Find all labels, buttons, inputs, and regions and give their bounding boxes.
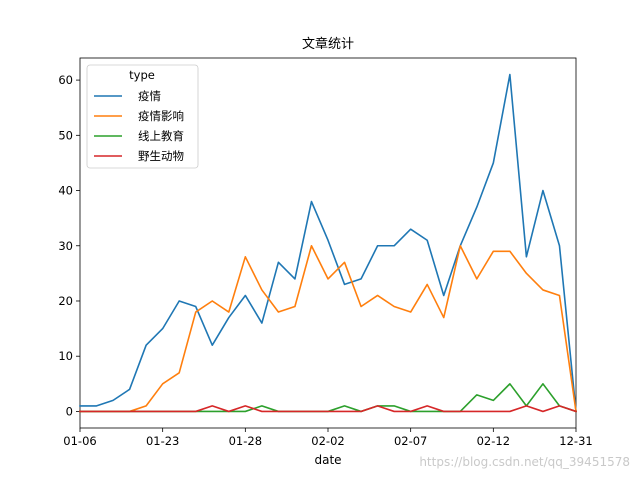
y-tick-label: 30 <box>58 239 73 253</box>
x-tick-label: 01-28 <box>229 434 262 448</box>
x-axis-label: date <box>314 453 341 467</box>
series-line <box>79 73 577 413</box>
watermark-text: https://blog.csdn.net/qq_39451578 <box>419 455 630 469</box>
y-axis: 0 10 20 30 40 50 60 <box>58 73 80 418</box>
series-line <box>79 405 578 413</box>
legend-label: 线上教育 <box>138 129 184 143</box>
legend-label: 疫情影响 <box>138 109 184 123</box>
chart-title: 文章统计 <box>302 36 354 52</box>
series-lines <box>79 73 578 413</box>
legend-label: 疫情 <box>138 89 161 103</box>
x-tick-label: 02-07 <box>394 434 427 448</box>
x-tick-label: 01-23 <box>146 434 179 448</box>
y-tick-label: 0 <box>66 404 73 418</box>
y-tick-label: 50 <box>58 128 73 142</box>
legend-label: 野生动物 <box>138 149 184 163</box>
x-tick-label: 12-31 <box>559 434 592 448</box>
legend-box <box>86 64 199 169</box>
x-tick-label: 01-06 <box>63 434 96 448</box>
y-tick-label: 10 <box>58 349 73 363</box>
x-tick-label: 02-02 <box>311 434 344 448</box>
legend-title: type <box>129 68 155 82</box>
y-tick-label: 40 <box>58 184 73 198</box>
y-tick-label: 20 <box>58 294 73 308</box>
series-line <box>79 244 577 413</box>
y-tick-label: 60 <box>58 73 73 87</box>
x-tick-label: 02-12 <box>477 434 510 448</box>
x-axis: 01-06 01-23 01-28 02-02 02-07 02-12 12-31 <box>63 428 593 448</box>
